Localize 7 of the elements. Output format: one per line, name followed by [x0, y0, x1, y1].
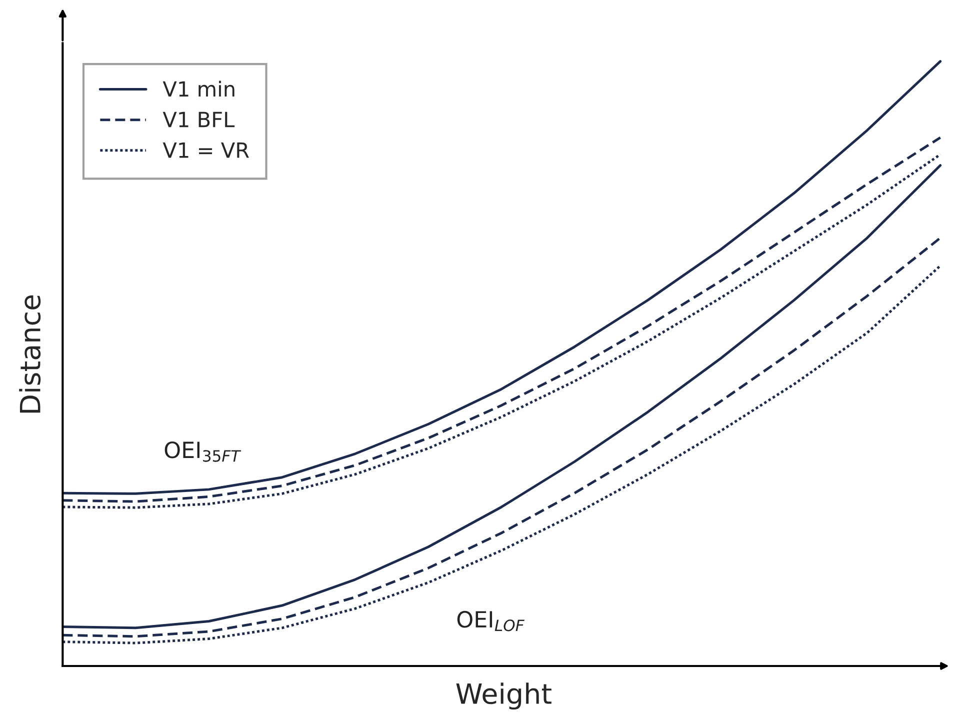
y-axis-title: Distance [19, 295, 41, 413]
annotation: OEI$_{35FT}$ [164, 441, 242, 462]
annotation: OEI$_{LOF}$ [457, 610, 524, 632]
x-axis-title: Weight [456, 682, 552, 710]
legend-label: V1 min [162, 80, 234, 97]
legend-label: V1 = VR [162, 142, 249, 158]
legend-label: V1 BFL [162, 112, 235, 128]
